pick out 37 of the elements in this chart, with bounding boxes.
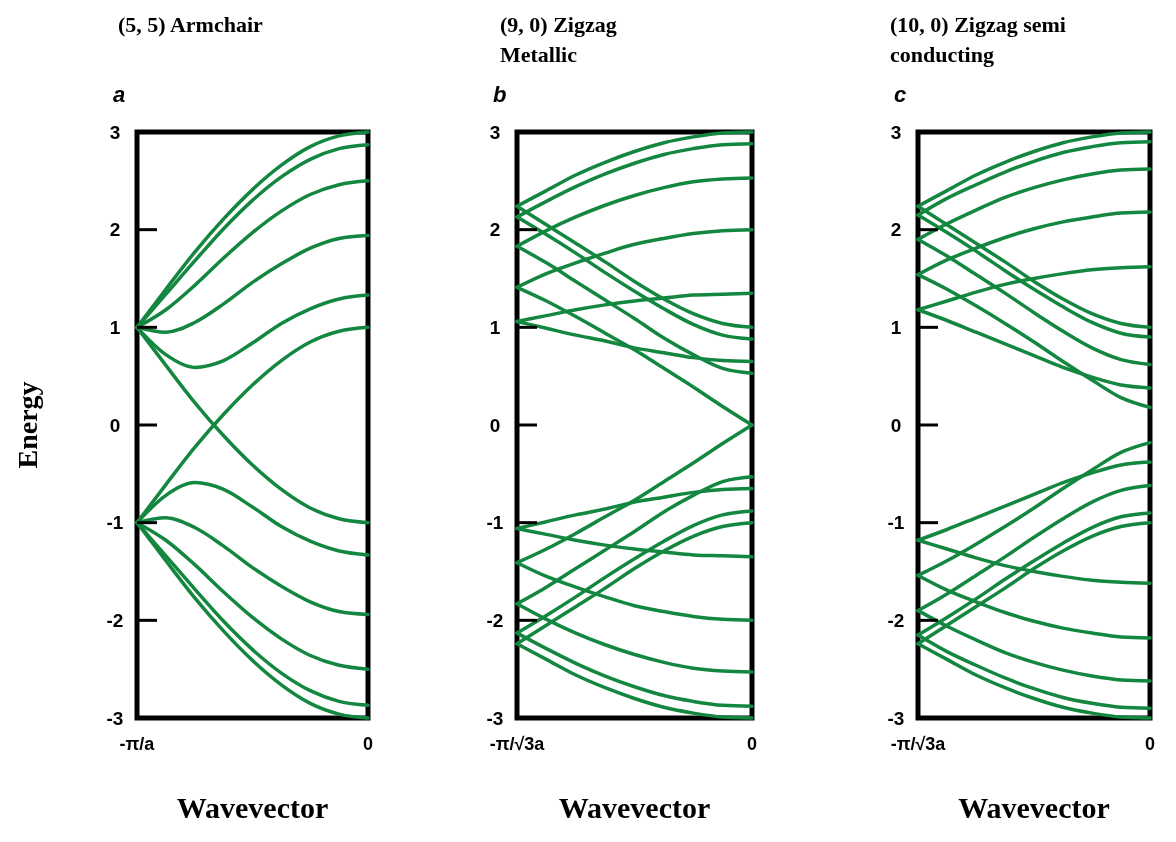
x-tick-label: 0	[362, 734, 374, 754]
y-tick-label: -1	[106, 512, 124, 534]
y-tick-label: 2	[890, 219, 902, 241]
y-tick-label: -2	[106, 609, 124, 631]
chart-title: (5, 5) Armchair	[118, 12, 264, 37]
y-tick-label: -1	[486, 512, 504, 534]
y-tick-label: -1	[887, 512, 905, 534]
x-tick-label: -π/√3a	[890, 734, 947, 754]
x-axis-title: Wavevector	[558, 791, 711, 824]
y-tick-label: 3	[109, 121, 121, 143]
y-tick-label: -3	[486, 707, 504, 729]
y-tick-label: -3	[887, 707, 905, 729]
y-axis-title: Energy	[12, 381, 43, 469]
y-tick-label: -3	[106, 707, 124, 729]
y-tick-label: -2	[887, 609, 905, 631]
y-tick-label: 3	[890, 121, 902, 143]
text: a	[113, 82, 126, 107]
y-tick-label: 1	[890, 316, 902, 338]
y-tick-label: 3	[489, 121, 501, 143]
text: c	[894, 82, 907, 107]
y-tick-label: 0	[109, 414, 121, 436]
y-tick-label: 1	[489, 316, 501, 338]
y-tick-label: 2	[489, 219, 501, 241]
x-axis-title: Wavevector	[176, 791, 329, 824]
y-tick-label: 0	[489, 414, 501, 436]
x-tick-label: -π/√3a	[489, 734, 546, 754]
y-tick-label: 1	[109, 316, 121, 338]
chart-title: (10, 0) Zigzag semi conducting	[890, 12, 1066, 67]
x-axis-title: Wavevector	[958, 791, 1110, 824]
x-tick-label: 0	[746, 734, 758, 754]
y-tick-label: -2	[486, 609, 504, 631]
x-tick-label: 0	[1144, 734, 1156, 754]
y-tick-label: 2	[109, 219, 121, 241]
text: b	[493, 82, 507, 107]
y-tick-label: 0	[890, 414, 902, 436]
chart-title: (9, 0) Zigzag Metallic	[500, 12, 617, 67]
x-tick-label: -π/a	[119, 734, 156, 754]
